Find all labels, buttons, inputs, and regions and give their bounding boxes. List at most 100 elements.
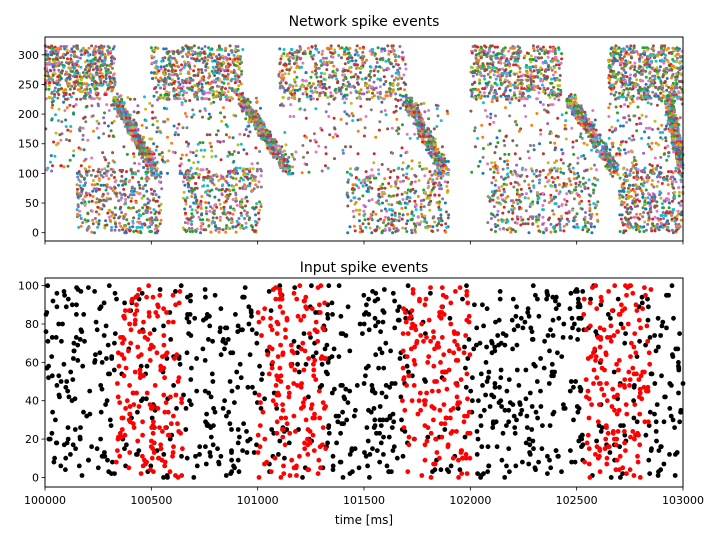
network-spike-point: [322, 60, 326, 64]
network-spike-point: [143, 183, 147, 187]
network-spike-point: [444, 222, 448, 226]
network-spike-point: [435, 201, 439, 204]
network-spike-point: [64, 78, 68, 82]
network-spike-point: [247, 119, 251, 123]
network-spike-point: [152, 171, 156, 175]
network-spike-point: [111, 85, 115, 89]
network-spike-point: [240, 224, 244, 228]
network-spike-point: [240, 61, 244, 64]
network-spike-point: [359, 117, 363, 121]
network-spike-point: [281, 96, 285, 99]
network-spike-point: [129, 199, 133, 203]
network-spike-point: [329, 94, 333, 98]
network-spike-point: [240, 198, 244, 201]
network-spike-point: [426, 181, 430, 185]
network-spike-point: [357, 212, 361, 216]
network-spike-point: [200, 76, 204, 80]
network-spike-point: [359, 104, 363, 108]
network-spike-point: [63, 97, 67, 101]
network-spike-point: [359, 56, 363, 60]
network-spike-point: [229, 206, 232, 210]
network-spike-point: [418, 164, 422, 168]
network-spike-point: [397, 127, 401, 131]
network-spike-point: [246, 184, 250, 188]
network-spike-point: [80, 81, 84, 85]
network-spike-point: [70, 47, 74, 51]
network-spike-point: [408, 199, 412, 203]
network-spike-point: [345, 170, 349, 174]
network-spike-point: [109, 56, 113, 60]
network-spike-point: [232, 171, 236, 175]
network-spike-point: [190, 176, 194, 180]
network-spike-point: [144, 152, 148, 156]
network-spike-point: [407, 164, 410, 168]
network-spike-point: [359, 227, 363, 230]
network-spike-point: [52, 62, 56, 66]
network-spike-point: [358, 71, 362, 75]
network-spike-point: [431, 225, 435, 229]
network-spike-point: [68, 139, 71, 143]
network-spike-point: [254, 96, 258, 100]
network-spike-point: [182, 190, 186, 194]
network-spike-point: [401, 103, 405, 107]
network-spike-point: [185, 140, 188, 144]
network-spike-point: [404, 206, 408, 210]
network-spike-point: [87, 53, 91, 57]
network-spike-point: [57, 107, 61, 111]
network-spike-point: [83, 115, 87, 119]
network-spike-point: [184, 52, 188, 56]
network-spike-point: [151, 123, 155, 127]
network-spike-point: [167, 91, 171, 95]
network-spike-point: [254, 205, 258, 209]
network-spike-point: [234, 225, 238, 229]
network-spike-point: [532, 49, 536, 53]
network-spike-point: [495, 53, 498, 57]
network-spike-point: [186, 221, 190, 225]
network-spike-point: [332, 64, 336, 68]
network-spike-point: [284, 152, 288, 156]
network-spike-point: [312, 132, 316, 136]
network-spike-point: [401, 213, 405, 217]
network-spike-point: [350, 56, 354, 60]
network-spike-point: [282, 76, 286, 80]
network-spike-point: [137, 180, 141, 184]
network-spike-point: [293, 91, 297, 95]
network-spike-point: [374, 176, 378, 180]
network-spike-point: [498, 68, 501, 72]
network-spike-point: [534, 64, 538, 68]
network-spike-point: [185, 126, 189, 130]
network-spike-point: [398, 200, 402, 204]
network-spike-point: [418, 161, 422, 165]
network-spike-point: [550, 89, 554, 93]
network-spike-point: [553, 52, 557, 56]
network-spike-point: [335, 68, 339, 72]
network-spike-point: [245, 195, 248, 199]
network-spike-point: [105, 103, 109, 107]
network-spike-point: [555, 93, 559, 97]
network-spike-point: [491, 95, 495, 99]
network-spike-point: [417, 121, 421, 125]
network-spike-point: [200, 82, 204, 86]
network-spike-point: [73, 84, 77, 88]
network-spike-point: [329, 91, 333, 95]
network-spike-point: [392, 52, 396, 56]
network-spike-point: [318, 82, 322, 86]
network-spike-point: [216, 139, 220, 143]
network-spike-point: [556, 87, 560, 91]
network-spike-point: [140, 138, 144, 142]
network-spike-point: [168, 77, 172, 80]
network-spike-point: [200, 221, 204, 225]
network-spike-point: [345, 112, 349, 116]
network-spike-point: [146, 201, 150, 205]
network-spike-point: [414, 189, 418, 193]
network-spike-point: [354, 49, 358, 53]
network-spike-point: [164, 93, 167, 97]
network-spike-point: [474, 53, 478, 57]
network-spike-point: [183, 198, 187, 202]
network-spike-point: [539, 72, 543, 76]
network-spike-point: [329, 46, 333, 50]
network-spike-point: [423, 214, 427, 218]
network-spike-point: [172, 56, 176, 60]
network-spike-point: [180, 153, 184, 157]
network-spike-point: [259, 185, 263, 189]
